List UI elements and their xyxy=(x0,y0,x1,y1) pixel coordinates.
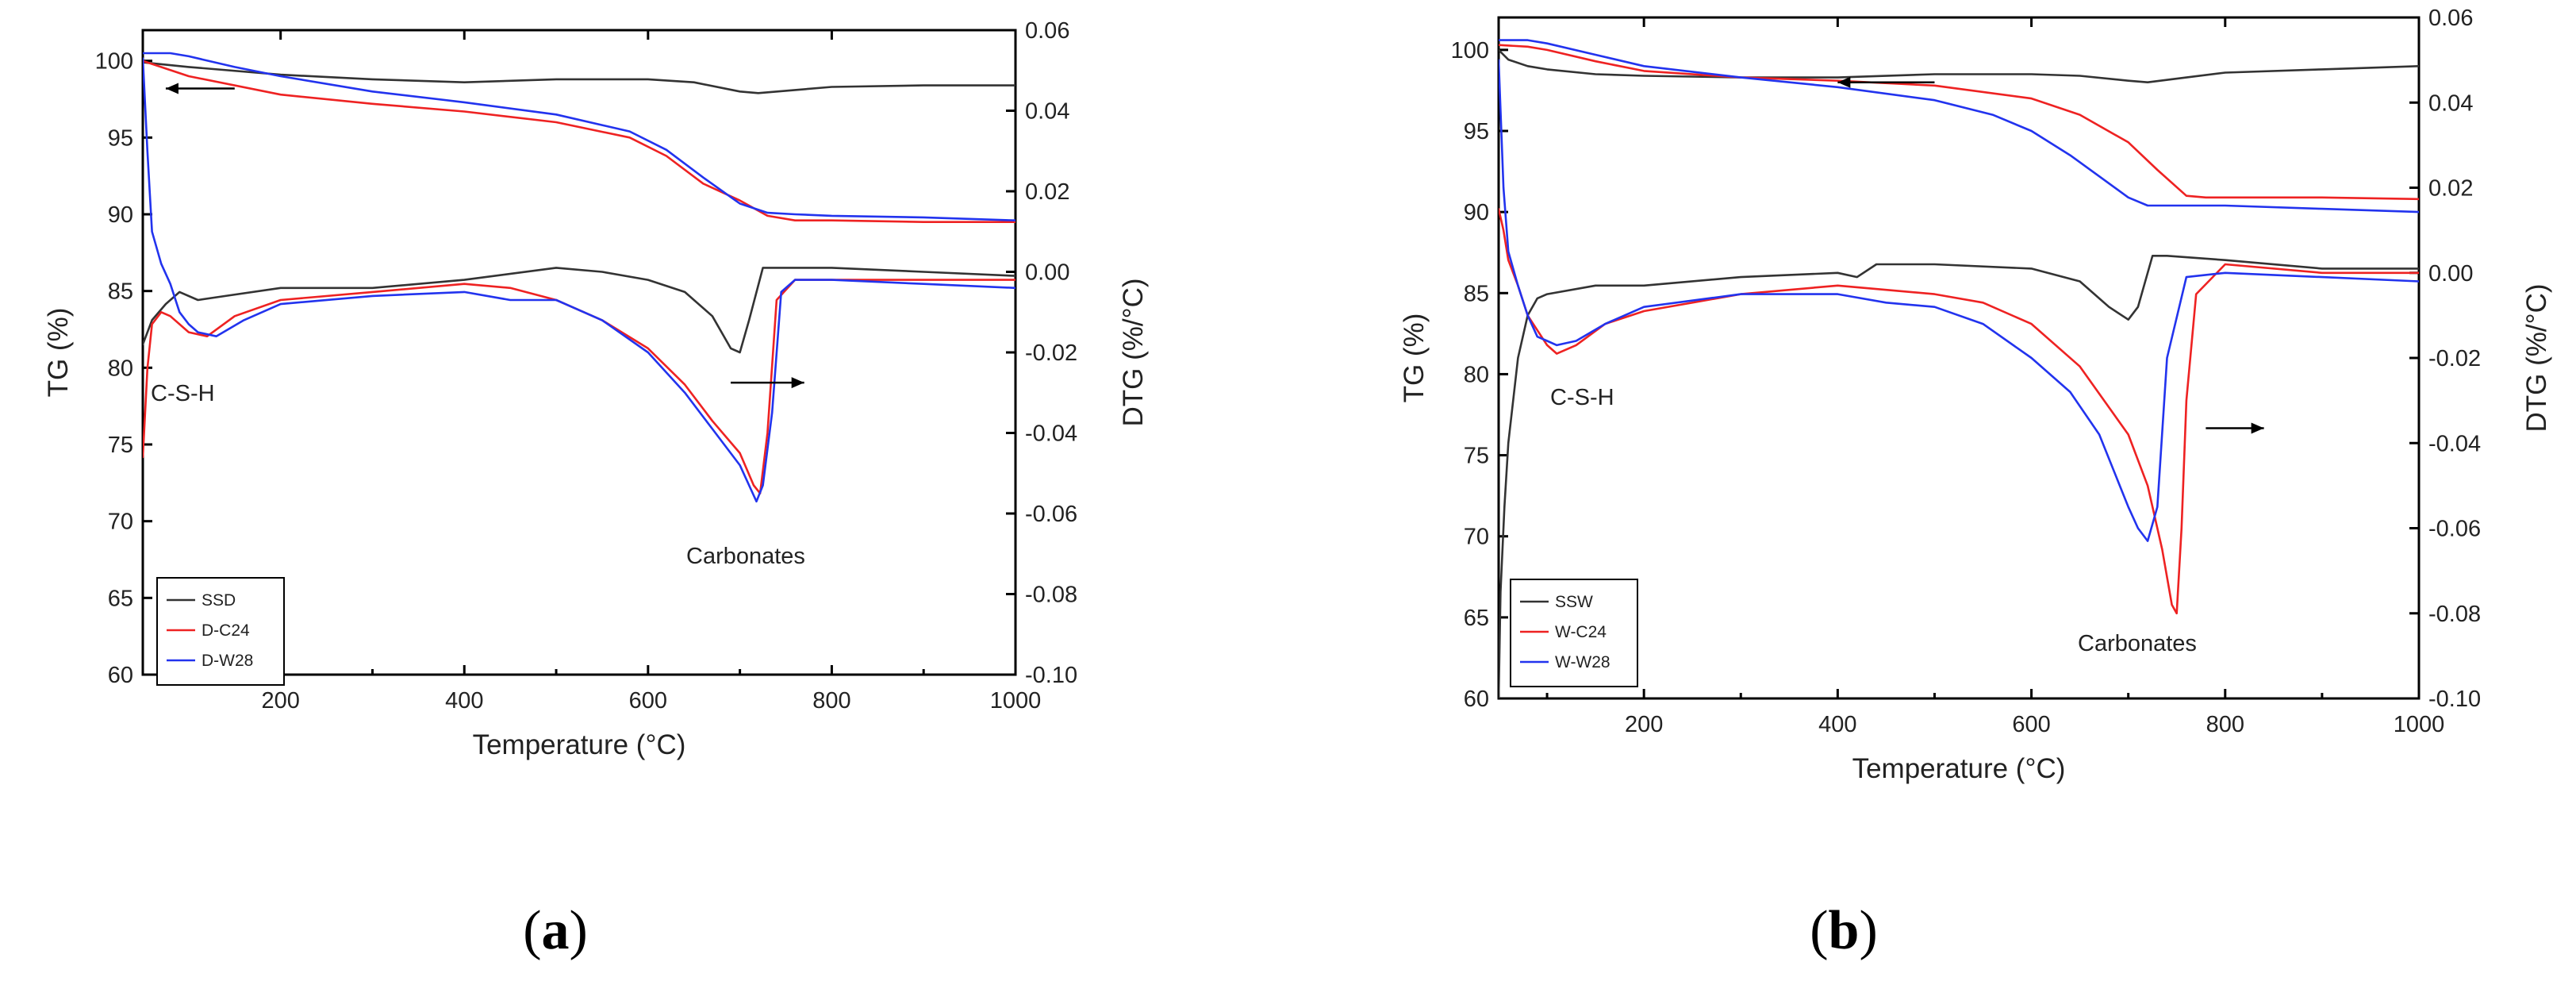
dtg-arrow-head xyxy=(2251,422,2264,434)
y-right-tick-label: 0.00 xyxy=(2428,261,2473,287)
y-left-tick-label: 75 xyxy=(108,433,133,458)
x-tick-label: 600 xyxy=(2012,712,2050,737)
y-right-tick-label: 0.06 xyxy=(2428,6,2473,31)
legend-label: W-W28 xyxy=(1555,653,1610,671)
y-right-tick-label: 0.02 xyxy=(2428,176,2473,202)
panel-label-open: ( xyxy=(1810,900,1828,961)
y-left-tick-label: 75 xyxy=(1464,444,1489,469)
tg-arrow-head xyxy=(165,83,179,94)
y-left-tick-label: 85 xyxy=(108,279,133,305)
panel-a: 200 400 600 800 1000 60 65 70 75 80 85 90 95 100 0.06 0… xyxy=(43,18,1149,961)
x-tick-label: 200 xyxy=(1625,712,1663,737)
y-left-axis-title: TG (%) xyxy=(1399,314,1430,403)
y-right-axis-title: DTG (%/°C) xyxy=(2521,283,2552,432)
y-left-tick-label: 80 xyxy=(1464,362,1489,387)
x-tick-label: 200 xyxy=(261,688,299,714)
y-left-tick-label: 100 xyxy=(1451,38,1489,63)
y-left-tick-label: 70 xyxy=(108,510,133,535)
y-left-tick-label: 85 xyxy=(1464,281,1489,306)
annotation-carbonates: Carbonates xyxy=(686,544,805,569)
x-tick-label: 400 xyxy=(445,688,483,714)
series-ssw-dtg xyxy=(1499,255,2419,698)
panel-label-open: ( xyxy=(523,900,541,961)
x-tick-label: 600 xyxy=(629,688,667,714)
y-right-tick-label: -0.10 xyxy=(2428,687,2481,712)
x-tick-label: 1000 xyxy=(990,688,1042,714)
series-ssd-tg xyxy=(143,61,1015,94)
y-left-tick-label: 70 xyxy=(1464,525,1489,550)
y-right-tick-label: -0.06 xyxy=(1025,502,1077,527)
x-axis-title: Temperature (°C) xyxy=(473,729,686,760)
y-right-tick-label: -0.06 xyxy=(2428,517,2481,542)
y-right-tick-label: -0.10 xyxy=(1025,663,1077,688)
tg-arrow-head xyxy=(1837,76,1851,88)
panel-label-letter: a xyxy=(542,900,570,961)
series-w-c24-dtg xyxy=(1499,208,2419,615)
x-tick-label: 800 xyxy=(2206,712,2244,737)
y-left-tick-label: 65 xyxy=(1464,606,1489,631)
panel-label-letter: b xyxy=(1829,900,1860,961)
x-tick-label: 800 xyxy=(812,688,850,714)
y-left-tick-label: 65 xyxy=(108,586,133,611)
x-axis-title: Temperature (°C) xyxy=(1852,753,2066,784)
y-right-tick-label: 0.02 xyxy=(1025,179,1069,205)
y-left-axis-title: TG (%) xyxy=(43,308,74,398)
y-right-axis-title: DTG (%/°C) xyxy=(1118,278,1149,426)
legend-label: D-C24 xyxy=(202,621,250,640)
annotation-csh: C-S-H xyxy=(1550,385,1614,410)
series-w-w28-dtg xyxy=(1499,59,2419,542)
x-tick-label: 400 xyxy=(1818,712,1856,737)
y-right-tick-label: 0.06 xyxy=(1025,18,1069,44)
x-tick-label: 1000 xyxy=(2394,712,2445,737)
y-left-tick-label: 95 xyxy=(1464,119,1489,144)
y-left-tick-label: 60 xyxy=(1464,687,1489,712)
series-d-c24-tg xyxy=(143,60,1015,223)
dtg-arrow-head xyxy=(791,377,804,389)
y-right-tick-label: -0.02 xyxy=(2428,346,2481,371)
y-right-tick-label: 0.00 xyxy=(1025,260,1069,286)
series-d-w28-tg xyxy=(143,52,1015,221)
y-right-tick-label: -0.08 xyxy=(2428,602,2481,627)
legend-box xyxy=(1510,579,1638,687)
y-right-tick-label: -0.04 xyxy=(2428,431,2481,456)
legend-label: SSD xyxy=(202,591,236,610)
series-d-w28-dtg xyxy=(143,57,1015,503)
annotation-carbonates: Carbonates xyxy=(2078,631,2197,656)
chart-b: 200 400 600 800 1000 60 65 70 75 80 85 90 95 100 0.06 0… xyxy=(1399,6,2552,961)
legend-label: D-W28 xyxy=(202,652,253,670)
legend-box xyxy=(156,577,285,686)
y-left-tick-label: 90 xyxy=(1464,200,1489,225)
series-d-c24-dtg xyxy=(143,279,1015,494)
panel-label-close: ) xyxy=(570,900,588,961)
panel-label: (b) xyxy=(1810,900,1878,961)
annotation-csh: C-S-H xyxy=(151,381,215,406)
legend-label: SSW xyxy=(1555,593,1593,611)
y-right-tick-label: -0.04 xyxy=(1025,421,1077,447)
y-left-tick-label: 80 xyxy=(108,356,133,381)
y-left-tick-label: 95 xyxy=(108,125,133,151)
y-left-tick-label: 100 xyxy=(95,49,133,75)
y-right-tick-label: 0.04 xyxy=(1025,99,1069,125)
y-left-tick-label: 60 xyxy=(108,663,133,688)
series-w-c24-tg xyxy=(1499,44,2419,201)
legend-label: W-C24 xyxy=(1555,623,1607,641)
panel-b: 200 400 600 800 1000 60 65 70 75 80 85 90 95 100 0.06 0… xyxy=(1288,0,2576,981)
chart-a: 200 400 600 800 1000 60 65 70 75 80 85 90 95 100 0.06 0… xyxy=(43,18,1149,961)
panel-label: (a) xyxy=(523,900,588,961)
series-w-w28-tg xyxy=(1499,39,2419,214)
panel-label-close: ) xyxy=(1859,900,1877,961)
y-right-tick-label: -0.08 xyxy=(1025,583,1077,608)
series-ssd-dtg xyxy=(143,267,1015,354)
y-right-tick-label: 0.04 xyxy=(2428,90,2473,116)
y-left-tick-label: 90 xyxy=(108,202,133,228)
series-ssw-tg xyxy=(1499,48,2419,83)
y-right-tick-label: -0.02 xyxy=(1025,340,1077,366)
